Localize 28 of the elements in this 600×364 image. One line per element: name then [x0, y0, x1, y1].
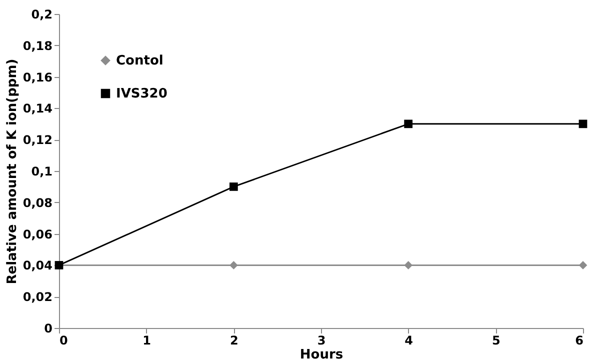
- y-tick-label: 0,14: [22, 102, 52, 116]
- y-tick-label: 0,06: [22, 227, 52, 242]
- y-tick-label: 0,12: [22, 133, 52, 148]
- x-tick-label: 1: [142, 334, 152, 348]
- y-tick-label: 0,1: [31, 164, 52, 178]
- x-tick-label: 0: [60, 334, 68, 348]
- y-tick-label: 0,04: [22, 258, 52, 273]
- legend-label: IVS320: [116, 86, 168, 102]
- y-tick-label: 0,2: [31, 8, 52, 22]
- point: [229, 261, 238, 270]
- x-tick-label: 6: [575, 334, 584, 348]
- y-tick-label: 0,18: [22, 38, 52, 53]
- x-tick-label: 2: [230, 334, 238, 348]
- point: [578, 120, 588, 128]
- point: [404, 120, 413, 128]
- y-tick-label: 0,08: [22, 196, 52, 210]
- x-tick-label: 4: [404, 334, 414, 348]
- y-tick-label: 0,16: [22, 70, 52, 84]
- legend-label: Contol: [116, 54, 164, 68]
- x-tick-label: 3: [317, 334, 326, 348]
- x-tick-label: 5: [492, 334, 500, 348]
- point: [578, 261, 588, 270]
- x-axis-title: Hours: [300, 348, 344, 362]
- point: [404, 261, 413, 270]
- y-tick-label: 0: [44, 322, 52, 336]
- y-tick-label: 0,02: [22, 290, 52, 304]
- y-axis-title: Relative amount of K ion(ppm): [4, 58, 20, 284]
- point: [229, 182, 238, 191]
